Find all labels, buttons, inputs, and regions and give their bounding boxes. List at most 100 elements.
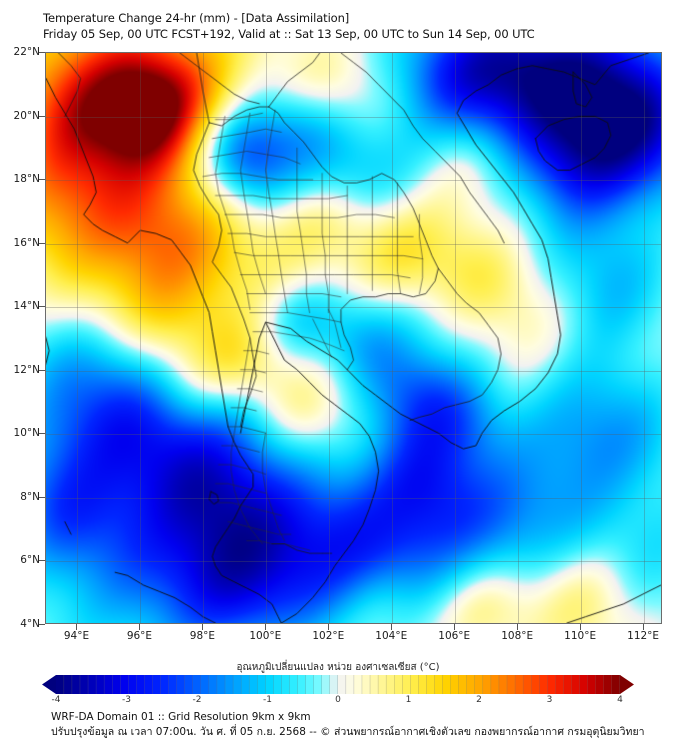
colorbar-tick-label: 0 [335, 695, 341, 705]
colorbar-segment [201, 675, 210, 694]
colorbar-segment [273, 675, 282, 694]
x-axis-tick-label: 108°E [501, 630, 534, 642]
temperature-anomaly-heatmap [46, 53, 661, 623]
x-tick-mark [139, 624, 141, 630]
x-axis-tick-label: 94°E [63, 630, 90, 642]
colorbar-segment [523, 675, 532, 694]
colorbar-tick-labels: -4 -3 -2 -1 0 1 2 3 4 [42, 695, 634, 709]
colorbar-segment [338, 675, 347, 694]
colorbar-title: อุณหภูมิเปลี่ยนแปลง หน่วย องศาเซลเซียส (… [236, 662, 440, 673]
colorbar-tick-label: 2 [476, 695, 482, 705]
colorbar-tick-label: -4 [51, 695, 61, 705]
colorbar-segment-divider [103, 675, 105, 694]
x-tick-mark [328, 624, 330, 630]
y-tick-mark [39, 242, 45, 244]
colorbar-segment [499, 675, 508, 694]
y-axis-tick-label: 22°N [13, 46, 40, 58]
colorbar-segment-divider [595, 675, 597, 694]
colorbar-svg [42, 675, 634, 694]
footer-line-model-info: WRF-DA Domain 01 :: Grid Resolution 9km … [51, 711, 311, 723]
x-tick-mark [391, 624, 393, 630]
x-axis-tick-label: 110°E [564, 630, 597, 642]
colorbar-segment [354, 675, 363, 694]
colorbar-segment [426, 675, 436, 694]
x-axis-tick-label: 106°E [438, 630, 471, 642]
colorbar-segment [96, 675, 105, 694]
map-plot-area [45, 52, 662, 624]
colorbar-gradient [42, 675, 634, 694]
y-axis-tick-label: 20°N [13, 109, 40, 122]
x-axis-tick-label: 112°E [627, 630, 660, 642]
colorbar-segment [611, 675, 621, 694]
y-axis-tick-label: 14°N [13, 300, 40, 313]
y-axis-tick-label: 8°N [20, 490, 40, 503]
colorbar-segment [450, 675, 460, 694]
x-tick-mark [76, 624, 78, 630]
colorbar-segment [192, 675, 202, 694]
colorbar-segment [281, 675, 291, 694]
x-axis-tick-label: 104°E [375, 630, 408, 642]
colorbar-segment [386, 675, 395, 694]
footer-block: WRF-DA Domain 01 :: Grid Resolution 9km … [51, 710, 661, 740]
colorbar-segment [402, 675, 411, 694]
colorbar-tick-label: -2 [192, 695, 202, 705]
chart-title-line-1: Temperature Change 24-hr (mm) - [Data As… [43, 11, 350, 25]
colorbar-segment-divider [63, 675, 65, 694]
title-block: Temperature Change 24-hr (mm) - [Data As… [43, 10, 643, 42]
colorbar-segment [394, 675, 403, 694]
colorbar-segment [56, 675, 65, 694]
colorbar-segment [539, 675, 548, 694]
colorbar-segment [313, 675, 323, 694]
colorbar-segment [233, 675, 242, 694]
colorbar-segment [168, 675, 178, 694]
colorbar-segment [491, 675, 500, 694]
y-tick-mark [39, 52, 45, 53]
colorbar-segment-divider [265, 675, 266, 694]
y-tick-mark [39, 179, 45, 181]
y-axis-tick-label: 10°N [13, 427, 40, 440]
colorbar-segment [144, 675, 154, 694]
colorbar-tick-label: 4 [617, 695, 623, 705]
y-tick-mark [39, 369, 45, 371]
colorbar-segment [289, 675, 299, 694]
colorbar-segment [555, 675, 564, 694]
colorbar-segment [370, 675, 379, 694]
y-tick-mark [39, 306, 45, 308]
y-tick-mark [39, 624, 45, 625]
colorbar-tick-label: 3 [546, 695, 553, 705]
colorbar-segment [241, 675, 250, 694]
colorbar-segment [378, 675, 387, 694]
x-tick-mark [202, 624, 204, 630]
y-tick-mark [39, 496, 45, 498]
colorbar-segment [603, 675, 613, 694]
colorbar-segment [136, 675, 145, 694]
colorbar-segment [160, 675, 170, 694]
colorbar-segment [297, 675, 307, 694]
colorbar-min-arrow [42, 675, 56, 694]
colorbar-segment [209, 675, 218, 694]
x-axis-tick-label: 102°E [312, 630, 345, 642]
colorbar-segment-divider [321, 675, 323, 694]
colorbar-segment [249, 675, 258, 694]
y-axis-tick-label: 18°N [13, 173, 40, 186]
colorbar-segment [257, 675, 266, 694]
colorbar-segment [418, 675, 427, 694]
colorbar-segment-divider [410, 675, 411, 694]
colorbar-segment [88, 675, 97, 694]
colorbar-segment [595, 675, 605, 694]
colorbar-segment [579, 675, 589, 694]
colorbar-segment-divider [369, 675, 371, 694]
colorbar-segment [176, 675, 186, 694]
colorbar-segment [442, 675, 452, 694]
colorbar-segment-divider [611, 675, 613, 694]
colorbar-segment-divider [71, 675, 73, 694]
x-tick-mark [454, 624, 456, 630]
colorbar-segment [120, 675, 129, 694]
x-axis-tick-label: 96°E [126, 630, 153, 642]
colorbar-segment [466, 675, 476, 694]
colorbar-segment [72, 675, 81, 694]
colorbar-segment-divider [579, 675, 581, 694]
colorbar-segment [458, 675, 468, 694]
colorbar-segment [225, 675, 234, 694]
colorbar-segment-divider [506, 675, 508, 694]
